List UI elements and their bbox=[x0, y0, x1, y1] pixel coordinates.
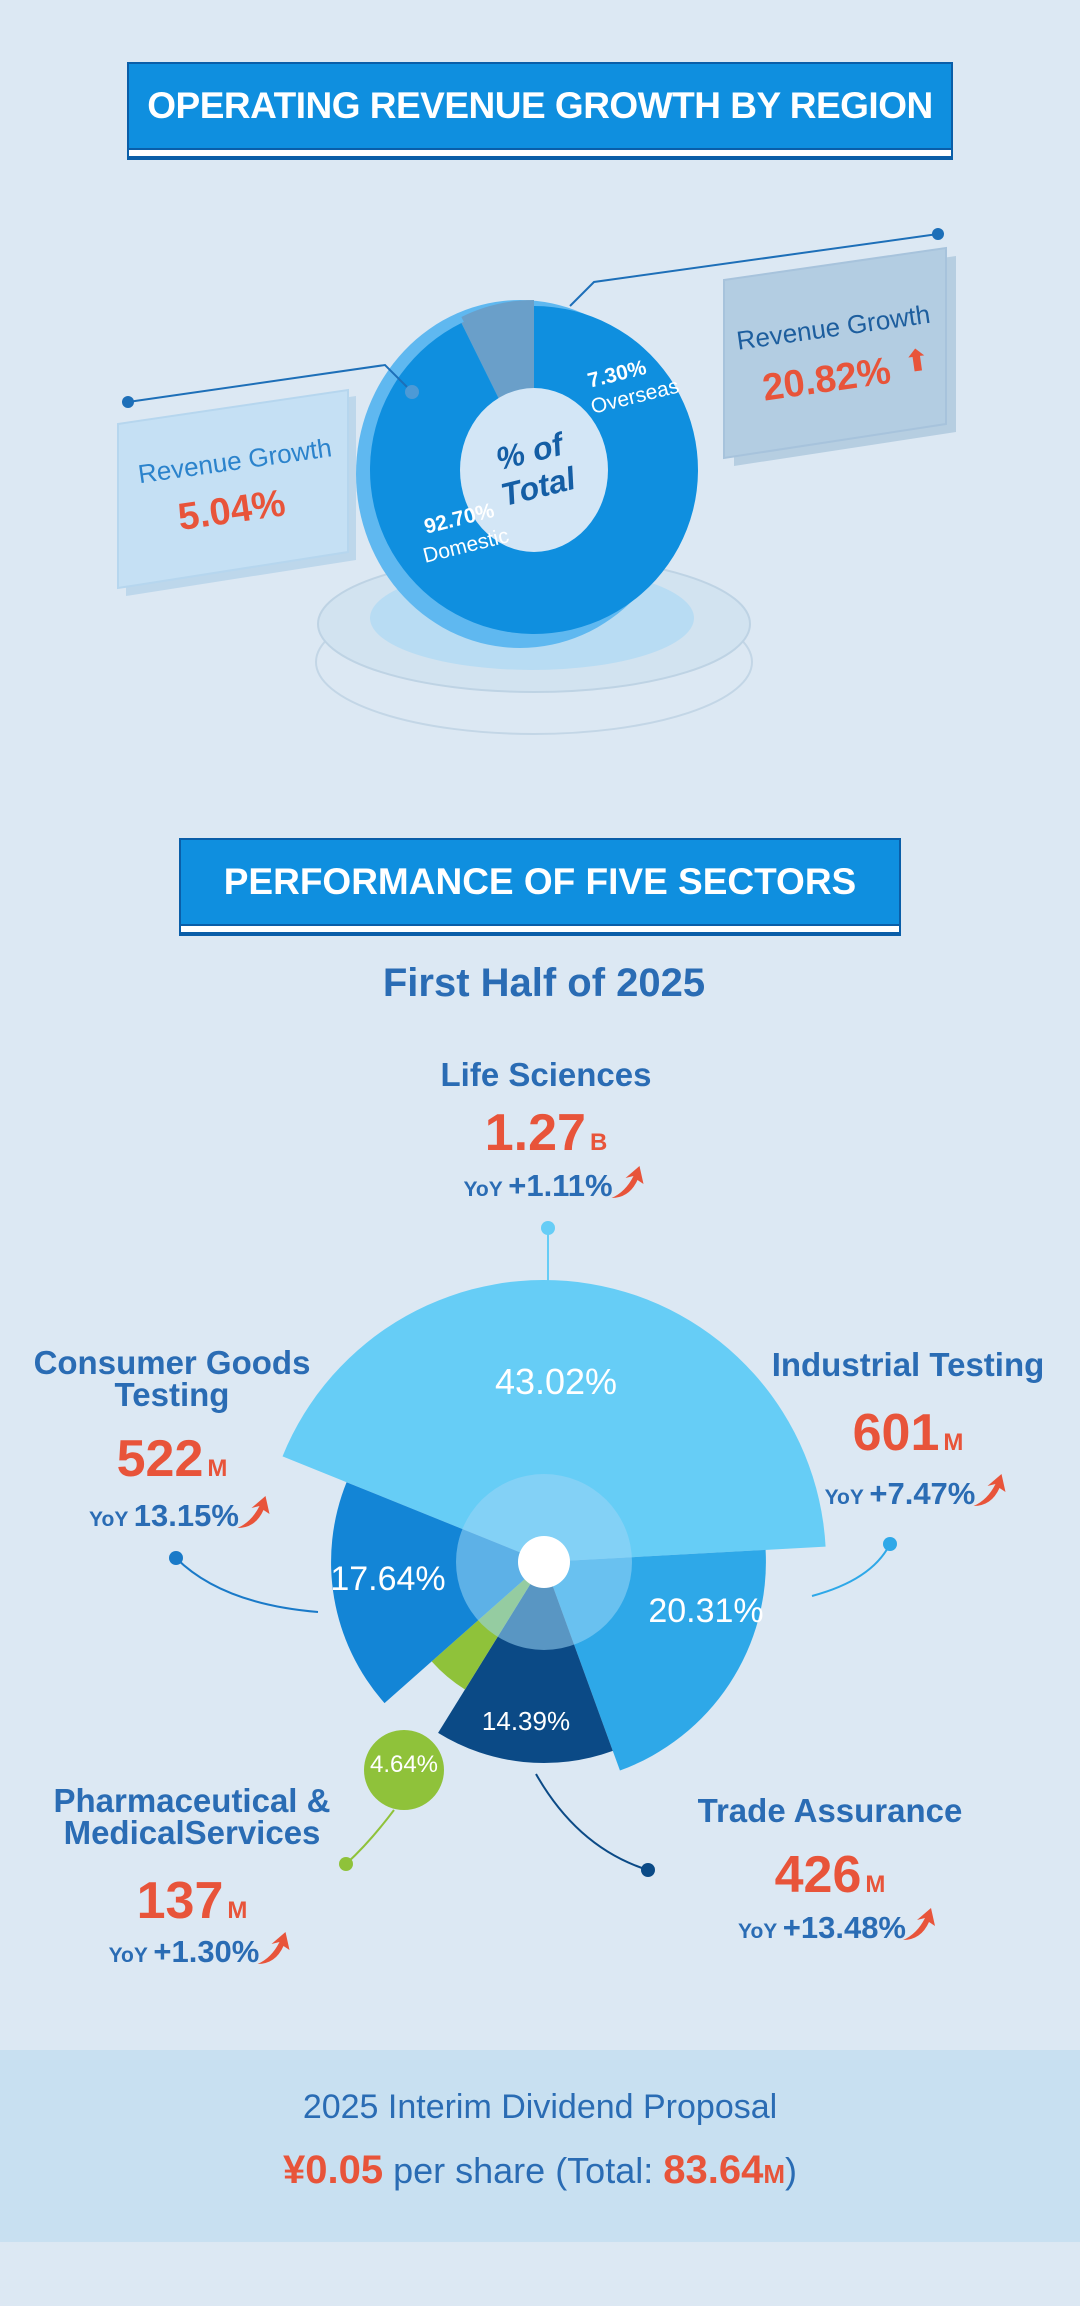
sector-yoy-trade-assurance: YoY +13.48% bbox=[738, 1910, 906, 1945]
region-section-title: OPERATING REVENUE GROWTH BY REGION bbox=[127, 62, 953, 150]
rose-slice-trade-assurance bbox=[438, 1562, 613, 1764]
connector-pharmaceutical-medicalservices bbox=[345, 1809, 395, 1865]
dividend-amount: ¥0.05 bbox=[282, 2148, 384, 2192]
rose-percent-trade-assurance: 14.39% bbox=[482, 1706, 570, 1736]
pie-center-hole bbox=[460, 388, 608, 552]
dividend-total-unit: M bbox=[763, 2159, 786, 2189]
dividend-total: 83.64 bbox=[663, 2148, 764, 2192]
leader-dot-domestic bbox=[405, 385, 419, 399]
trend-up-arrow-icon bbox=[973, 1474, 1006, 1506]
sector-revenue-life-sciences: 1.27 B bbox=[485, 1104, 608, 1162]
sector-yoy-life-sciences: YoY +1.11% bbox=[463, 1168, 612, 1203]
sector-name-trade-assurance: Trade Assurance bbox=[698, 1792, 963, 1829]
rose-center-dot bbox=[518, 1536, 570, 1588]
rose-slice-life-sciences bbox=[282, 1280, 826, 1562]
leader-dot-overseas bbox=[932, 228, 944, 240]
sector-name-pharmaceutical-medicalservices: Pharmaceutical & bbox=[54, 1782, 331, 1819]
connector-industrial-testing bbox=[811, 1543, 891, 1597]
dividend-close: ) bbox=[785, 2150, 798, 2191]
sector-yoy-consumer-goods-testing: YoY 13.15% bbox=[89, 1498, 239, 1533]
sector-revenue-industrial-testing: 601 M bbox=[853, 1404, 964, 1462]
dividend-panel: 2025 Interim Dividend Proposal ¥0.05 per… bbox=[0, 2050, 1080, 2242]
growth-box-overseas bbox=[723, 246, 947, 460]
trend-up-arrow-icon bbox=[611, 1166, 644, 1198]
rose-percent-industrial-testing: 20.31% bbox=[648, 1592, 763, 1630]
dividend-per-share: per share (Total: bbox=[393, 2150, 664, 2191]
connector-dot-trade-assurance bbox=[641, 1863, 655, 1877]
trend-up-arrow-icon bbox=[903, 1908, 935, 1940]
sector-revenue-trade-assurance: 426 M bbox=[775, 1846, 886, 1904]
rose-percent-life-sciences: 43.02% bbox=[495, 1361, 617, 1402]
sector-name-life-sciences: Life Sciences bbox=[441, 1056, 652, 1093]
connector-dot-industrial-testing bbox=[883, 1537, 897, 1551]
connector-trade-assurance bbox=[535, 1773, 649, 1871]
sector-name-consumer-goods-testing: Consumer Goods bbox=[34, 1344, 311, 1381]
rose-percent-consumer-goods-testing: 17.64% bbox=[330, 1560, 445, 1598]
region-pie-chart: % of Total 92.70% Domestic 7.30% Oversea… bbox=[117, 228, 956, 735]
leader-line-overseas bbox=[569, 233, 939, 307]
connector-dot-consumer-goods-testing bbox=[169, 1551, 183, 1565]
sector-name-pharmaceutical-medicalservices: MedicalServices bbox=[64, 1814, 321, 1851]
connector-dot-life-sciences bbox=[541, 1221, 555, 1235]
arrow-up-icon: ⬆ bbox=[902, 343, 931, 379]
sector-yoy-industrial-testing: YoY +7.47% bbox=[825, 1476, 976, 1511]
sectors-rose-chart: 43.02% 20.31% 14.39% 4.64% 17.64% Life Scienc… bbox=[34, 1056, 1045, 1969]
sector-yoy-pharmaceutical-medicalservices: YoY +1.30% bbox=[109, 1934, 260, 1969]
connector-consumer-goods-testing bbox=[175, 1557, 319, 1613]
sectors-subtitle: First Half of 2025 bbox=[383, 961, 705, 1005]
connector-dot-pharmaceutical-medicalservices bbox=[339, 1857, 353, 1871]
sectors-section-title: PERFORMANCE OF FIVE SECTORS bbox=[179, 838, 901, 926]
trend-up-arrow-icon bbox=[237, 1496, 270, 1528]
growth-box-domestic bbox=[117, 388, 349, 590]
sector-revenue-consumer-goods-testing: 522 M bbox=[117, 1430, 228, 1488]
rose-percent-pharmaceutical-medicalservices: 4.64% bbox=[370, 1751, 438, 1778]
sector-name-consumer-goods-testing: Testing bbox=[115, 1376, 230, 1413]
rose-slice-consumer-goods-testing bbox=[331, 1482, 544, 1704]
trend-up-arrow-icon bbox=[257, 1932, 290, 1964]
infographic-canvas: % of Total 92.70% Domestic 7.30% Oversea… bbox=[34, 228, 1045, 1969]
pharma-share-bubble bbox=[364, 1730, 444, 1810]
leader-dot-domestic bbox=[122, 396, 134, 408]
dividend-title: 2025 Interim Dividend Proposal bbox=[302, 2088, 778, 2126]
dividend-line: ¥0.05 per share (Total: 83.64M) bbox=[0, 2148, 1080, 2193]
sector-name-industrial-testing: Industrial Testing bbox=[772, 1346, 1045, 1383]
sector-revenue-pharmaceutical-medicalservices: 137 M bbox=[137, 1872, 248, 1930]
leader-line-domestic bbox=[127, 363, 413, 403]
